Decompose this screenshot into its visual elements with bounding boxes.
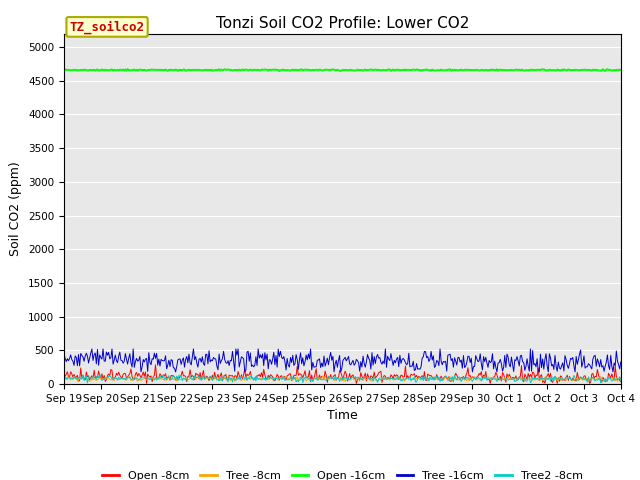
- X-axis label: Time: Time: [327, 409, 358, 422]
- Y-axis label: Soil CO2 (ppm): Soil CO2 (ppm): [10, 161, 22, 256]
- Title: Tonzi Soil CO2 Profile: Lower CO2: Tonzi Soil CO2 Profile: Lower CO2: [216, 16, 469, 31]
- Text: TZ_soilco2: TZ_soilco2: [70, 20, 145, 34]
- Legend: Open -8cm, Tree -8cm, Open -16cm, Tree -16cm, Tree2 -8cm: Open -8cm, Tree -8cm, Open -16cm, Tree -…: [98, 467, 587, 480]
